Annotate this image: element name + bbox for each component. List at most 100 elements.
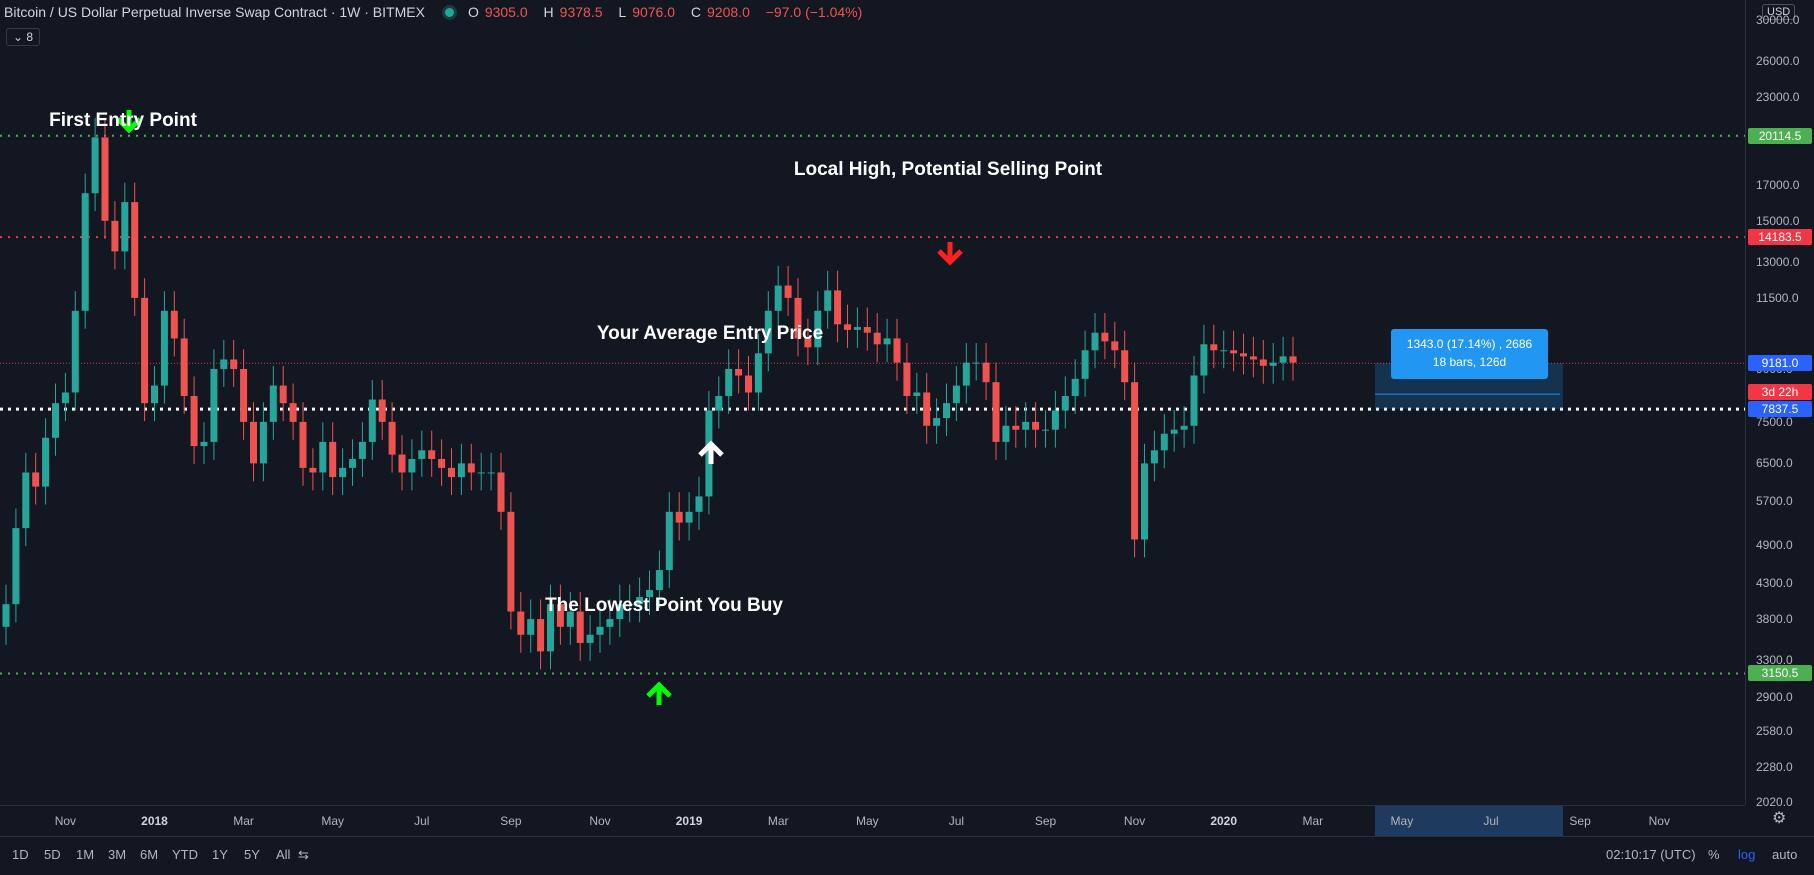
candle-body bbox=[289, 403, 297, 422]
annotation-avg-entry: Your Average Entry Price bbox=[596, 323, 824, 344]
price-tick: 23000.0 bbox=[1756, 89, 1800, 104]
candle-body bbox=[507, 511, 515, 612]
candle-body bbox=[566, 611, 574, 627]
symbol-title[interactable]: Bitcoin / US Dollar Perpetual Inverse Sw… bbox=[4, 4, 425, 20]
price-tick: 26000.0 bbox=[1756, 54, 1800, 69]
candle-body bbox=[467, 463, 475, 473]
candle-body bbox=[913, 392, 921, 397]
utc-clock[interactable]: 02:10:17 (UTC) bbox=[1606, 847, 1696, 862]
time-axis[interactable]: Nov 2018 Mar May Jul Sep Nov 2019 Mar May Jul Sep No… bbox=[0, 805, 1745, 836]
candle-body bbox=[1170, 429, 1178, 434]
time-label: May bbox=[855, 814, 879, 828]
goto-date-icon[interactable]: ⇆ bbox=[298, 847, 309, 862]
candle-body bbox=[388, 421, 396, 455]
timeframe-button[interactable]: All bbox=[276, 847, 291, 862]
candle-body bbox=[160, 310, 168, 386]
candle-body bbox=[378, 399, 386, 422]
price-tick: 2280.0 bbox=[1756, 760, 1793, 775]
timeframe-button[interactable]: 3M bbox=[108, 847, 127, 862]
price-tick: 2580.0 bbox=[1756, 724, 1793, 739]
timeframe-button[interactable]: 6M bbox=[140, 847, 159, 862]
market-status-icon bbox=[444, 7, 454, 17]
candle-body bbox=[339, 467, 347, 478]
price-tick: 3800.0 bbox=[1756, 612, 1793, 627]
candle-body bbox=[1279, 356, 1287, 363]
time-label: Nov bbox=[54, 814, 77, 828]
candle-body bbox=[1121, 350, 1129, 383]
candle-body bbox=[319, 441, 327, 473]
candle-body bbox=[824, 290, 832, 311]
candle-body bbox=[1071, 378, 1079, 397]
timeframe-button[interactable]: YTD bbox=[172, 847, 198, 862]
price-tick: 4900.0 bbox=[1756, 538, 1793, 553]
candle-body bbox=[230, 359, 238, 369]
candle-body bbox=[1249, 356, 1257, 360]
candle-body bbox=[655, 570, 663, 591]
candle-body bbox=[814, 310, 822, 348]
candle-body bbox=[863, 327, 871, 333]
time-label: Mar bbox=[1302, 814, 1324, 828]
time-label: Nov bbox=[589, 814, 611, 828]
candle-body bbox=[1061, 396, 1069, 411]
candle-body bbox=[873, 332, 881, 345]
candle-body bbox=[1012, 425, 1020, 430]
candle-body bbox=[1259, 359, 1267, 366]
auto-toggle[interactable]: auto bbox=[1772, 847, 1798, 862]
indicators-toggle-button[interactable]: ⌄ 8 bbox=[6, 28, 41, 46]
gear-icon[interactable]: ⚙ bbox=[1772, 810, 1787, 827]
measure-range-highlight bbox=[1375, 806, 1563, 836]
change-value: −97.0 (−1.04%) bbox=[765, 4, 863, 20]
candle-body bbox=[853, 327, 861, 330]
timeframe-button[interactable]: 1M bbox=[76, 847, 95, 862]
candle-body bbox=[923, 392, 931, 426]
candle-body bbox=[636, 597, 644, 605]
candle-body bbox=[1101, 332, 1109, 342]
candle-body bbox=[972, 362, 980, 364]
candle-body bbox=[952, 385, 960, 404]
candle-body bbox=[428, 450, 436, 459]
candle-body bbox=[774, 285, 782, 311]
measure-tooltip: 1343.0 (17.14%) , 2686 18 bars, 126d bbox=[1391, 329, 1548, 379]
candle-body bbox=[537, 619, 545, 652]
price-axis[interactable]: USD 34000.030000.026000.023000.017000.01… bbox=[1745, 0, 1814, 809]
candle-body bbox=[299, 421, 307, 468]
price-label: 9181.0 bbox=[1748, 355, 1812, 372]
candle-body bbox=[497, 472, 505, 512]
log-toggle[interactable]: log bbox=[1738, 847, 1756, 862]
candle-body bbox=[685, 511, 693, 523]
candle-body bbox=[349, 458, 356, 468]
candle-body bbox=[141, 297, 149, 404]
timeframe-button[interactable]: 5D bbox=[44, 847, 61, 862]
candle-body bbox=[2, 604, 10, 627]
price-tick: 2900.0 bbox=[1756, 690, 1793, 705]
measure-line-1: 1343.0 (17.14%) , 2686 bbox=[1406, 337, 1533, 351]
candle-body bbox=[180, 338, 188, 397]
timeframe-button[interactable]: 1D bbox=[12, 847, 29, 862]
timeframe-button[interactable]: 1Y bbox=[212, 847, 228, 862]
candle-body bbox=[358, 441, 366, 459]
candle-body bbox=[962, 362, 970, 386]
price-tick: 4300.0 bbox=[1756, 576, 1793, 591]
time-label: 2019 bbox=[675, 814, 703, 828]
candle-body bbox=[91, 137, 99, 194]
chart-area[interactable] bbox=[0, 0, 1745, 805]
price-tick: 5700.0 bbox=[1756, 494, 1793, 509]
candle-body bbox=[943, 403, 950, 419]
time-label: Sep bbox=[1569, 814, 1591, 828]
candle-body bbox=[1042, 429, 1049, 431]
candle-body bbox=[269, 385, 277, 422]
candle-body bbox=[61, 392, 69, 404]
candle-body bbox=[715, 396, 723, 411]
candle-body bbox=[665, 511, 673, 571]
timeframe-button[interactable]: 5Y bbox=[244, 847, 260, 862]
candle-body bbox=[1081, 350, 1089, 379]
candle-body bbox=[1220, 350, 1228, 352]
candle-body bbox=[1190, 375, 1198, 426]
candle-body bbox=[418, 450, 426, 459]
currency-button[interactable]: USD bbox=[1762, 4, 1796, 20]
candle-body bbox=[1240, 353, 1247, 357]
time-label: Sep bbox=[1034, 814, 1057, 828]
percent-toggle[interactable]: % bbox=[1708, 847, 1720, 862]
candle-body bbox=[487, 472, 495, 474]
time-label: Jul bbox=[414, 814, 430, 828]
